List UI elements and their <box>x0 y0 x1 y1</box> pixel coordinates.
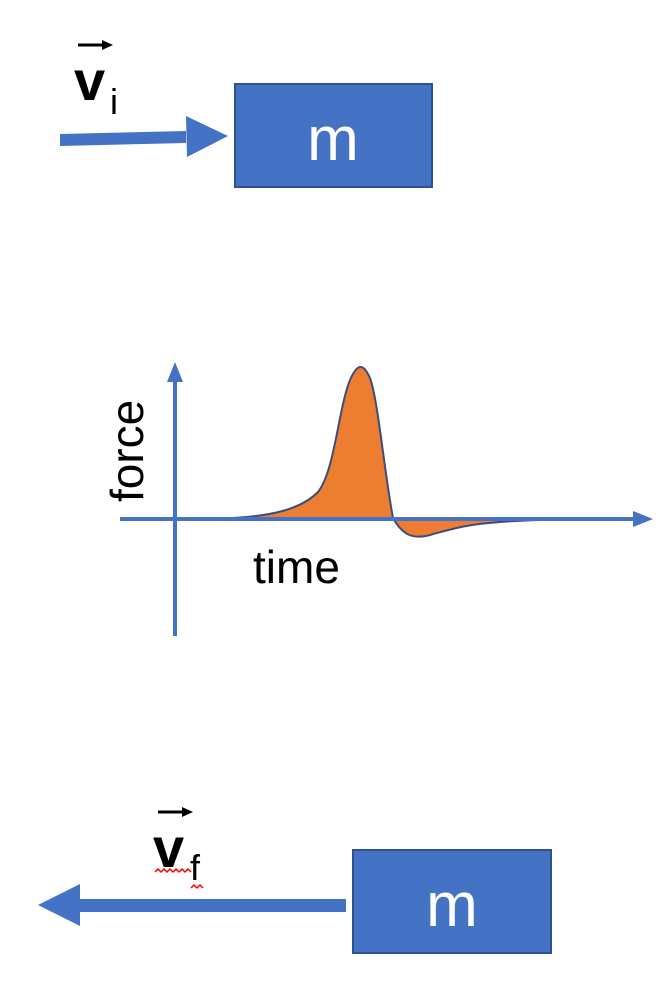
spellcheck-underline <box>154 867 192 874</box>
final-velocity-subscript: f <box>190 847 201 888</box>
spellcheck-underline <box>190 883 204 890</box>
force-axis <box>167 362 183 636</box>
mass-label-initial: m <box>307 105 359 174</box>
force-axis-label: force <box>101 400 153 502</box>
initial-velocity-subscript: i <box>110 81 118 122</box>
initial-velocity-arrow <box>60 116 228 157</box>
impulse-curve <box>231 366 541 538</box>
mass-block-final <box>352 849 552 954</box>
mass-label-final: m <box>426 871 478 940</box>
final-state-group: v f m <box>38 807 552 954</box>
vector-arrow-icon <box>78 40 113 50</box>
mass-block-initial <box>234 83 433 188</box>
initial-velocity-symbol: v <box>74 49 105 112</box>
time-axis <box>120 511 653 527</box>
time-axis-label: time <box>253 541 340 593</box>
initial-state-group: v i m <box>60 40 433 188</box>
vector-arrow-icon <box>158 807 193 817</box>
force-time-graph: force time <box>101 362 653 636</box>
final-velocity-arrow <box>38 884 346 926</box>
